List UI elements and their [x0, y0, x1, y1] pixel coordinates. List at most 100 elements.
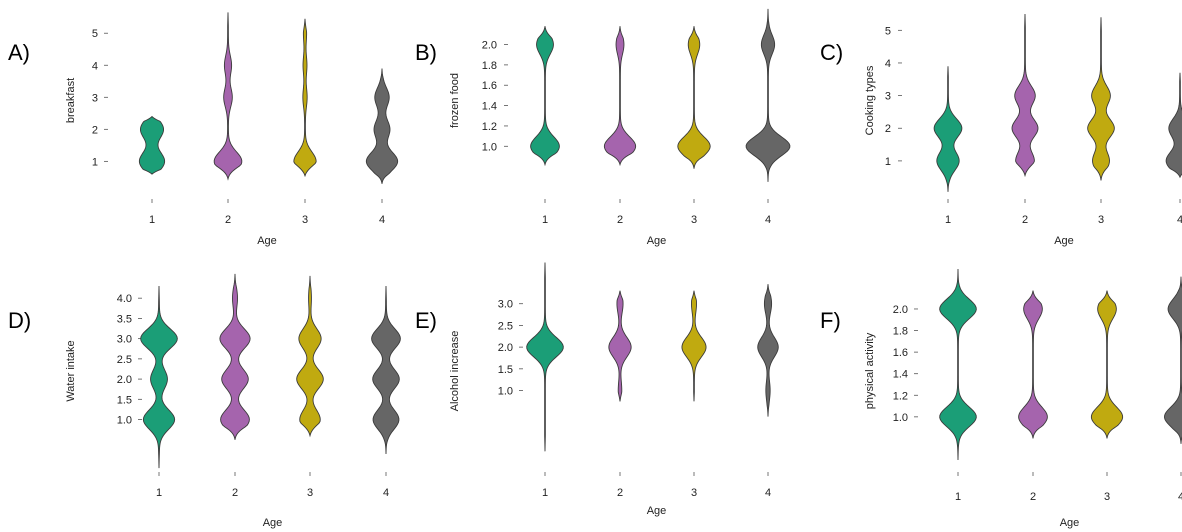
x-axis-title: Age	[263, 517, 283, 529]
panel-1: A) breakfast 1 2 3 4 5 1 2 3 4 Age	[8, 12, 399, 247]
x-axis-title: Age	[257, 235, 277, 247]
y-tick-label: 3	[885, 91, 891, 103]
violin-age-3	[296, 275, 324, 438]
y-tick-label: 1	[885, 156, 891, 168]
x-tick-label: 1	[149, 214, 155, 226]
x-tick-label: 4	[765, 487, 771, 499]
y-tick-label: 5	[885, 25, 891, 37]
x-axis-title: Age	[647, 235, 667, 247]
x-tick-label: 2	[1022, 214, 1028, 226]
violin-age-3	[681, 290, 707, 402]
violin-age-4	[757, 284, 779, 417]
y-tick-label: 1.5	[117, 394, 132, 406]
violin-age-1	[138, 115, 166, 175]
x-axis-title: Age	[647, 505, 667, 517]
panel-letter: F)	[820, 308, 841, 333]
violin-age-4	[1165, 72, 1182, 179]
y-tick-label: 3.5	[117, 313, 132, 325]
y-tick-label: 1.8	[482, 60, 497, 72]
violin-age-2	[603, 26, 637, 167]
y-tick-label: 5	[92, 28, 98, 40]
x-tick-label: 1	[542, 214, 548, 226]
panel-letter: C)	[820, 40, 843, 65]
x-tick-label: 3	[691, 214, 697, 226]
y-axis-title: breakfast	[65, 78, 77, 123]
x-axis-title: Age	[1054, 235, 1074, 247]
x-tick-label: 3	[1098, 214, 1104, 226]
y-tick-label: 1.4	[893, 369, 908, 381]
y-tick-label: 1.2	[893, 390, 908, 402]
y-tick-label: 3	[92, 92, 98, 104]
panel-2: B) frozen food 1.0 1.2 1.4 1.6 1.8 2.0 1 2 3 4 Age	[415, 8, 791, 247]
x-tick-label: 4	[1177, 214, 1182, 226]
violin-age-4	[371, 286, 401, 454]
violin-age-2	[213, 12, 243, 181]
y-tick-label: 1.8	[893, 326, 908, 338]
y-tick-label: 2.0	[117, 374, 132, 386]
y-tick-label: 2	[92, 124, 98, 136]
y-tick-label: 1.0	[893, 412, 908, 424]
violin-age-4	[365, 68, 399, 184]
x-tick-label: 2	[617, 487, 623, 499]
y-tick-label: 1.6	[482, 80, 497, 92]
x-tick-label: 2	[617, 214, 623, 226]
panel-5: E) Alcohol increase 1.0 1.5 2.0 2.5 3.0 1 2 3 4 Age	[415, 262, 779, 517]
violin-age-1	[140, 286, 178, 469]
x-tick-label: 2	[225, 214, 231, 226]
x-tick-label: 4	[383, 487, 389, 499]
x-tick-label: 1	[945, 214, 951, 226]
x-tick-label: 4	[765, 214, 771, 226]
x-tick-label: 3	[307, 487, 313, 499]
y-tick-label: 2.0	[498, 342, 513, 354]
violin-age-4	[745, 8, 791, 182]
y-tick-label: 1.5	[498, 364, 513, 376]
violin-age-2	[219, 273, 251, 440]
y-axis-title: Water intake	[65, 340, 77, 401]
violin-age-1	[939, 269, 977, 461]
panel-4: D) Water intake 1.0 1.5 2.0 2.5 3.0 3.5 4.0 1 2 3 4 A…	[8, 273, 401, 529]
x-tick-label: 1	[955, 491, 961, 503]
y-tick-label: 1.2	[482, 121, 497, 133]
y-tick-label: 2.0	[893, 304, 908, 316]
y-tick-label: 3.0	[117, 334, 132, 346]
panel-letter: A)	[8, 40, 30, 65]
y-tick-label: 2.5	[117, 354, 132, 366]
y-tick-label: 1.0	[498, 386, 513, 398]
panel-letter: B)	[415, 40, 437, 65]
violin-age-2	[1011, 13, 1039, 178]
violin-age-2	[608, 290, 632, 402]
x-tick-label: 4	[1178, 491, 1182, 503]
y-tick-label: 3.0	[498, 299, 513, 311]
y-tick-label: 1	[92, 156, 98, 168]
violin-age-3	[677, 26, 711, 169]
y-tick-label: 2	[885, 123, 891, 135]
y-tick-label: 1.4	[482, 101, 497, 113]
y-tick-label: 4	[885, 58, 891, 70]
violin-age-1	[526, 262, 564, 452]
panel-3: C) Cooking types 1 2 3 4 5 1 2 3 4 Age	[820, 13, 1182, 247]
panel-6: F) physical activity 1.0 1.2 1.4 1.6 1.8 2.0 1 2 3…	[820, 269, 1182, 529]
y-axis-title: frozen food	[449, 73, 461, 128]
y-axis-title: Alcohol increase	[449, 331, 461, 412]
violin-age-1	[530, 26, 560, 167]
panel-letter: D)	[8, 308, 31, 333]
y-tick-label: 1.0	[117, 415, 132, 427]
x-tick-label: 4	[379, 214, 385, 226]
x-tick-label: 3	[691, 487, 697, 499]
y-tick-label: 2.0	[482, 40, 497, 52]
y-axis-title: physical activity	[864, 332, 876, 409]
x-axis-title: Age	[1060, 517, 1080, 529]
x-tick-label: 3	[302, 214, 308, 226]
x-tick-label: 2	[232, 487, 238, 499]
violin-age-3	[1090, 290, 1124, 439]
violin-age-2	[1018, 290, 1048, 439]
violin-age-3	[293, 18, 317, 178]
x-tick-label: 3	[1104, 491, 1110, 503]
y-tick-label: 4	[92, 60, 98, 72]
x-tick-label: 2	[1030, 491, 1036, 503]
y-axis-title: Cooking types	[864, 65, 876, 135]
y-tick-label: 1.6	[893, 347, 908, 359]
violin-age-4	[1164, 276, 1182, 444]
panel-letter: E)	[415, 308, 437, 333]
y-tick-label: 2.5	[498, 320, 513, 332]
